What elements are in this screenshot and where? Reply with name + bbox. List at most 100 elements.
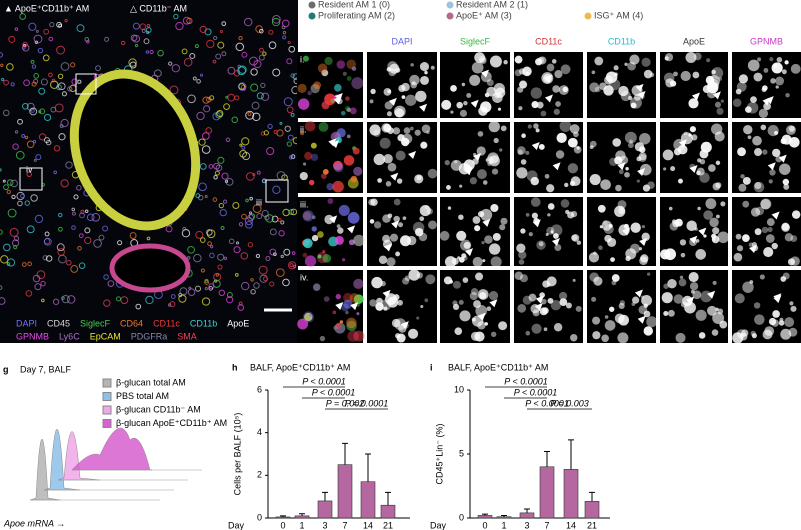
cell: [259, 47, 264, 53]
cell: [343, 155, 355, 166]
cell: [6, 189, 11, 195]
cell: [530, 176, 539, 186]
channel-label: CD64: [120, 318, 143, 328]
cell: [287, 40, 291, 45]
cell: [488, 243, 501, 255]
cell: [51, 78, 56, 83]
cell: [685, 51, 697, 63]
arrowhead: [470, 99, 479, 108]
cell: [53, 170, 58, 175]
cell: [44, 231, 50, 237]
cell: [718, 76, 723, 81]
cell: [630, 222, 641, 233]
cell: [43, 113, 52, 122]
cell: [397, 299, 403, 306]
cell: [375, 302, 384, 311]
cell: [193, 253, 202, 263]
cell: [472, 256, 483, 267]
cell: [217, 253, 225, 261]
x-tick-label: 3: [524, 520, 529, 530]
image-grid: DAPI SiglecF CD11c CD11b ApoE GPNMB i. ii. iii. i…: [297, 36, 801, 344]
cell: [204, 194, 208, 199]
cell: [463, 241, 471, 249]
cell: [256, 92, 264, 100]
cell: [525, 150, 530, 155]
cell: [282, 278, 290, 287]
cell: [779, 163, 791, 175]
cell: [410, 81, 417, 89]
cell: [281, 25, 286, 30]
cell: [703, 234, 707, 238]
cell: [516, 167, 528, 179]
cell: [187, 288, 196, 296]
cell: [518, 106, 523, 111]
cell: [348, 239, 355, 246]
cell: [245, 110, 255, 120]
cell: [276, 171, 286, 180]
cell: [311, 234, 319, 242]
cell: [233, 246, 241, 254]
cell: [218, 202, 224, 209]
cell: [775, 76, 785, 86]
bar: [519, 512, 535, 519]
cell: [37, 47, 44, 54]
cell: [186, 255, 191, 260]
cell: [76, 185, 82, 191]
panel-g: g Day 7, BALF β-glucan total AM PBS total…: [3, 364, 227, 528]
cell: [443, 276, 453, 285]
cell: [790, 63, 801, 74]
cell: [29, 107, 38, 116]
cell: [471, 317, 476, 322]
cell: [70, 62, 76, 68]
cell: [252, 112, 261, 122]
cell: [478, 106, 488, 116]
cell: [187, 245, 195, 254]
cell: [469, 74, 481, 86]
cell: [754, 228, 762, 236]
cell: [221, 172, 229, 180]
cell: [402, 216, 407, 221]
cell: [216, 109, 224, 118]
cell: [684, 301, 696, 314]
cell: [784, 60, 789, 65]
cell: [0, 229, 3, 235]
cell: [759, 274, 765, 280]
cell: [757, 57, 762, 62]
cell: [84, 227, 91, 234]
cell: [598, 245, 603, 250]
cell: [530, 87, 543, 99]
cell: [638, 247, 643, 251]
cell: [544, 173, 550, 179]
cell: [612, 138, 621, 147]
cell: [715, 182, 722, 189]
cell: [349, 293, 360, 303]
cell: [647, 272, 651, 276]
cell: [277, 217, 282, 222]
cell: [550, 230, 554, 234]
airway: [69, 69, 201, 231]
cell: [263, 276, 268, 282]
cell: [761, 226, 769, 234]
cell: [643, 310, 651, 318]
cell: [194, 285, 202, 292]
cell: [36, 270, 46, 280]
arrowhead: [771, 211, 780, 220]
cell: [73, 194, 79, 200]
cell: [572, 278, 576, 282]
cell: [233, 70, 241, 77]
cell: [243, 17, 253, 27]
cell: [255, 253, 261, 259]
cell: [398, 222, 404, 228]
cell: [3, 184, 9, 191]
cell: [404, 275, 411, 282]
cell: [776, 56, 783, 63]
cell: [0, 63, 4, 68]
cell: [593, 251, 597, 255]
cell: [209, 252, 215, 259]
cell: [290, 112, 295, 117]
cell: [145, 50, 150, 54]
cell: [558, 291, 568, 301]
channel-label: Ly6C: [59, 331, 80, 341]
cell: [754, 314, 765, 325]
cell: [472, 216, 481, 224]
